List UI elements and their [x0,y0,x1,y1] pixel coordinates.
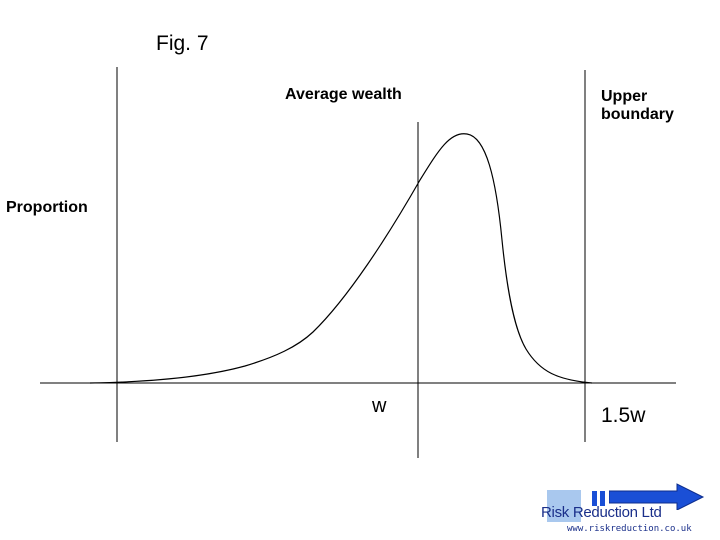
distribution-curve [89,133,593,384]
logo-bar-icon [600,491,605,506]
logo-square-icon [547,490,581,522]
logo-url: www.riskreduction.co.uk [567,524,692,534]
w-tick-label: w [372,395,387,417]
arrow-right-icon [609,483,705,510]
figure-title: Fig. 7 [156,32,209,55]
upper-boundary-label: Upper boundary [601,88,674,124]
proportion-axis-label: Proportion [6,199,88,216]
logo-bar-icon [592,491,597,506]
upper-tick-label: 1.5w [601,404,646,427]
company-logo: Risk Reduction Ltd www.riskreduction.co.… [537,482,717,538]
average-wealth-label: Average wealth [285,86,402,103]
logo-company-name: Risk Reduction Ltd [541,504,662,521]
